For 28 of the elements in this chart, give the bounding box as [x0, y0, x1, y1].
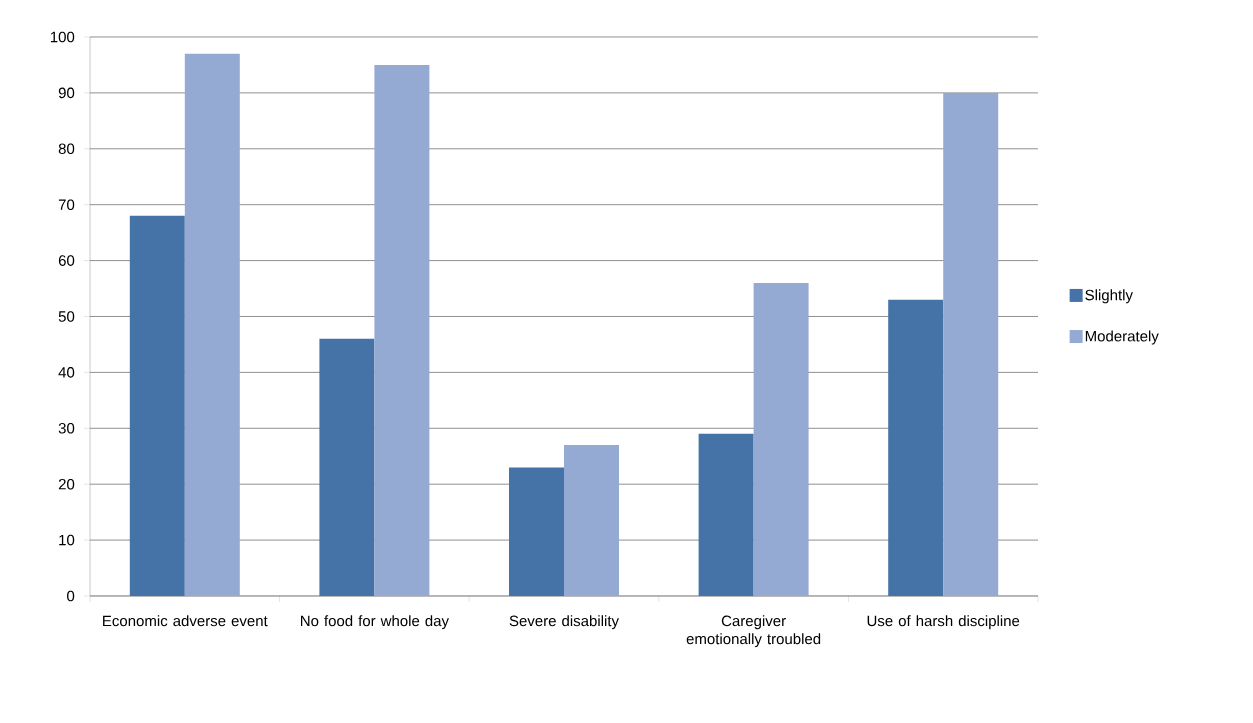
- legend-label: Moderately: [1085, 330, 1159, 345]
- x-tick-label: Caregiver emotionally troubled: [686, 615, 821, 648]
- bar: [509, 467, 565, 596]
- y-tick-label: 40: [58, 367, 75, 378]
- y-tick-label: 0: [67, 590, 75, 602]
- y-tick-label: 60: [58, 255, 75, 266]
- y-tick-label: 30: [58, 422, 75, 434]
- bar: [888, 299, 944, 596]
- y-tick-label: 70: [58, 199, 75, 210]
- bar: [319, 338, 375, 596]
- y-tick-label: 90: [58, 87, 75, 99]
- y-tick-label: 100: [50, 31, 75, 43]
- bar: [753, 282, 809, 596]
- y-tick-label: 20: [58, 478, 75, 490]
- legend-label: Slightly: [1085, 289, 1133, 304]
- bar: [374, 64, 430, 596]
- bar: [943, 92, 999, 596]
- bar: [184, 53, 240, 596]
- x-tick-label: Economic adverse event: [103, 615, 268, 627]
- y-tick-label: 10: [59, 534, 75, 546]
- x-tick-label: Use of harsh discipline: [867, 615, 1020, 630]
- bar: [564, 445, 620, 596]
- bar: [129, 215, 185, 596]
- x-tick-label: Severe disability: [509, 615, 619, 630]
- y-tick-label: 50: [58, 311, 75, 322]
- x-tick-label: No food for whole day: [301, 615, 449, 630]
- y-tick-label: 80: [58, 143, 75, 155]
- bar: [698, 433, 754, 596]
